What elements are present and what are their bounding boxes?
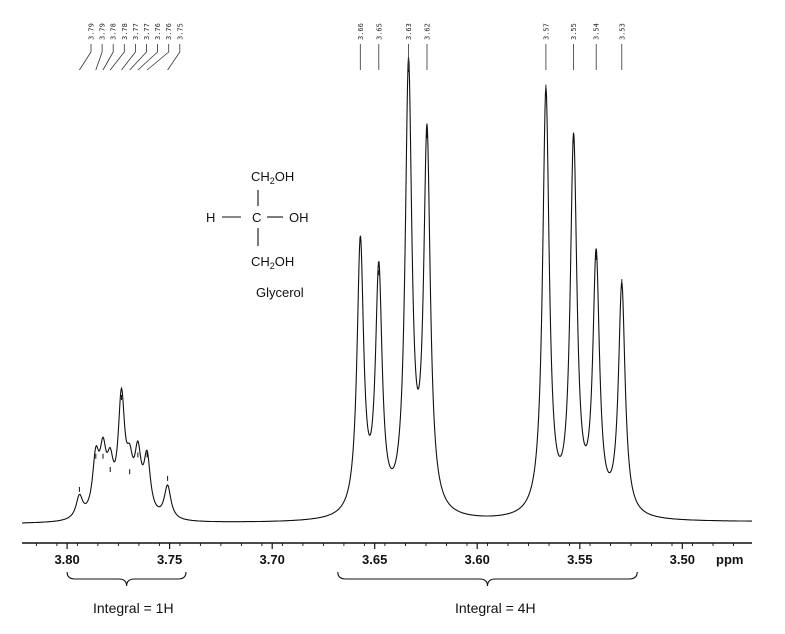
x-tick-label: 3.50	[670, 552, 695, 567]
peak-label: 3.54	[593, 23, 601, 40]
peak-label: 3.57	[542, 23, 550, 40]
x-axis-unit-label: ppm	[716, 552, 743, 567]
integral-annotations: Integral = 1H Integral = 4H	[66, 571, 638, 616]
peak-label: 3.76	[154, 23, 162, 40]
peak-label-leader	[129, 44, 147, 71]
peak-label: 3.79	[88, 23, 96, 40]
spectrum-trace	[22, 57, 752, 524]
peak-label: 3.65	[375, 23, 383, 40]
structure-bottom-group: CH2OH	[251, 254, 294, 271]
peak-labels: 3.79 3.79 3.78 3.78 3.77 3.77 3.76 3.76 3.75 3.66…	[79, 23, 626, 71]
structure-bottom-ch: CH	[251, 254, 270, 269]
x-tick-label: 3.65	[362, 552, 387, 567]
integral-label-4h: Integral = 4H	[455, 600, 536, 616]
structure-name: Glycerol	[256, 285, 304, 300]
peak-label-leader	[121, 44, 136, 71]
x-tick-label: 3.60	[465, 552, 490, 567]
peak-label: 3.62	[424, 23, 432, 40]
peak-label: 3.66	[357, 23, 365, 40]
x-tick-label: 3.70	[260, 552, 285, 567]
x-tick-label: 3.75	[157, 552, 182, 567]
x-axis-ticks: 3.80 3.75 3.70 3.65 3.60 3.55 3.50	[35, 543, 734, 567]
peak-label-leader	[95, 44, 103, 71]
peak-label-leader	[102, 44, 114, 71]
integral-brace-1h	[66, 571, 187, 587]
peak-label-leader	[109, 44, 125, 71]
structure-top-subscript: 2	[270, 176, 275, 186]
x-axis: 3.80 3.75 3.70 3.65 3.60 3.55 3.50 ppm	[22, 542, 752, 567]
peak-label: 3.78	[121, 23, 129, 40]
peak-label: 3.55	[570, 23, 578, 40]
peak-label-leader	[137, 44, 158, 71]
structure-top-ch: CH	[251, 169, 270, 184]
peak-label: 3.76	[165, 23, 173, 40]
x-tick-label: 3.55	[567, 552, 592, 567]
peak-label: 3.63	[405, 23, 413, 40]
structure-right-oh: OH	[289, 210, 309, 225]
x-tick-label: 3.80	[54, 552, 79, 567]
structure-top-oh: OH	[275, 169, 295, 184]
peak-label: 3.53	[618, 23, 626, 40]
structure-bottom-subscript: 2	[270, 261, 275, 271]
structure-top-group: CH2OH	[251, 169, 294, 186]
peak-label-leader	[146, 44, 170, 71]
peak-label: 3.78	[110, 23, 118, 40]
integral-brace-4h	[337, 571, 638, 587]
structure-bottom-oh: OH	[275, 254, 295, 269]
peak-label: 3.77	[143, 23, 151, 40]
peak-label: 3.79	[99, 23, 107, 40]
peak-markers	[78, 67, 623, 492]
peak-label: 3.77	[132, 23, 140, 40]
plot-area	[22, 57, 752, 524]
glycerol-structure: CH2OH H C OH CH2OH Glycerol	[206, 169, 309, 300]
peak-label-leader	[79, 44, 92, 71]
integral-label-1h: Integral = 1H	[93, 600, 174, 616]
structure-center-c: C	[252, 210, 261, 225]
structure-left-h: H	[206, 210, 215, 225]
peak-label-leader	[167, 44, 181, 71]
peak-label: 3.75	[176, 23, 184, 40]
